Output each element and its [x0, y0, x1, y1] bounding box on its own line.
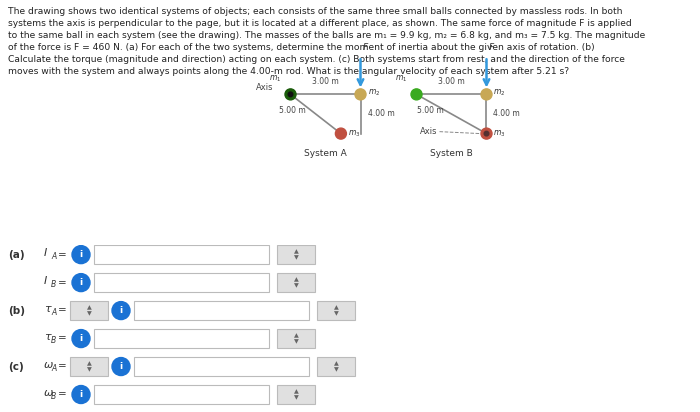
- Text: $m_2$: $m_2$: [494, 87, 506, 98]
- FancyBboxPatch shape: [94, 385, 269, 404]
- Text: ▼: ▼: [293, 283, 298, 288]
- Text: $m_3$: $m_3$: [348, 129, 360, 139]
- Text: =: =: [58, 389, 66, 400]
- Text: (c): (c): [8, 362, 24, 372]
- Text: (b): (b): [8, 306, 25, 316]
- FancyBboxPatch shape: [317, 301, 355, 320]
- Text: 4.00 m: 4.00 m: [368, 110, 394, 119]
- FancyBboxPatch shape: [277, 385, 315, 404]
- FancyBboxPatch shape: [94, 245, 269, 264]
- Circle shape: [355, 89, 366, 100]
- Circle shape: [481, 128, 492, 139]
- Circle shape: [72, 386, 90, 403]
- Text: ▼: ▼: [334, 367, 338, 372]
- FancyBboxPatch shape: [277, 329, 315, 348]
- Text: i: i: [79, 278, 83, 287]
- Text: A: A: [51, 364, 56, 373]
- Text: Axis: Axis: [256, 82, 273, 91]
- Circle shape: [112, 302, 130, 320]
- Circle shape: [72, 330, 90, 348]
- Circle shape: [288, 92, 293, 97]
- Text: =: =: [58, 250, 66, 260]
- Text: ▲: ▲: [293, 333, 298, 338]
- Text: ▲: ▲: [293, 277, 298, 282]
- Text: F: F: [363, 43, 368, 52]
- Text: =: =: [58, 362, 66, 372]
- Text: $m_3$: $m_3$: [494, 129, 506, 139]
- Text: =: =: [58, 306, 66, 316]
- FancyBboxPatch shape: [317, 357, 355, 376]
- Text: ▼: ▼: [293, 339, 298, 344]
- Text: i: i: [120, 306, 122, 315]
- Text: =: =: [58, 334, 66, 344]
- Text: ▼: ▼: [334, 311, 338, 316]
- Text: ω: ω: [44, 360, 53, 370]
- Text: ▲: ▲: [334, 361, 338, 366]
- Text: i: i: [79, 390, 83, 399]
- FancyBboxPatch shape: [134, 357, 309, 376]
- Text: i: i: [79, 250, 83, 259]
- Text: $m_1$: $m_1$: [395, 74, 407, 84]
- Text: ▲: ▲: [334, 305, 338, 310]
- Text: ▼: ▼: [87, 367, 92, 372]
- FancyBboxPatch shape: [94, 273, 269, 292]
- Text: B: B: [51, 280, 56, 289]
- Text: 5.00 m: 5.00 m: [416, 106, 444, 115]
- FancyBboxPatch shape: [134, 301, 309, 320]
- Text: $m_1$: $m_1$: [270, 74, 281, 84]
- Text: ▲: ▲: [87, 305, 92, 310]
- Circle shape: [285, 89, 296, 100]
- Circle shape: [335, 128, 346, 139]
- Text: 3.00 m: 3.00 m: [312, 77, 339, 87]
- Text: $m_2$: $m_2$: [368, 87, 380, 98]
- FancyBboxPatch shape: [70, 357, 108, 376]
- FancyBboxPatch shape: [277, 245, 315, 264]
- Text: System A: System A: [304, 149, 347, 158]
- Text: B: B: [51, 336, 56, 345]
- Text: =: =: [58, 278, 66, 288]
- FancyBboxPatch shape: [94, 329, 269, 348]
- Text: F: F: [489, 43, 493, 52]
- Text: ▼: ▼: [293, 255, 298, 260]
- Text: ω: ω: [44, 388, 53, 398]
- Text: ▼: ▼: [87, 311, 92, 316]
- Text: i: i: [79, 334, 83, 343]
- Text: B: B: [51, 392, 56, 401]
- Text: (a): (a): [8, 250, 25, 260]
- Circle shape: [72, 246, 90, 264]
- Text: ▼: ▼: [293, 395, 298, 400]
- Text: i: i: [120, 362, 122, 371]
- Text: ▲: ▲: [87, 361, 92, 366]
- Text: 5.00 m: 5.00 m: [279, 106, 306, 115]
- Text: I: I: [44, 276, 48, 286]
- Text: 3.00 m: 3.00 m: [438, 77, 465, 87]
- Text: I: I: [44, 248, 48, 258]
- Circle shape: [411, 89, 422, 100]
- Text: ▲: ▲: [293, 389, 298, 394]
- Circle shape: [112, 358, 130, 375]
- FancyBboxPatch shape: [277, 273, 315, 292]
- Text: Axis: Axis: [420, 127, 438, 136]
- FancyBboxPatch shape: [70, 301, 108, 320]
- Text: τ: τ: [44, 304, 50, 314]
- Text: System B: System B: [430, 149, 473, 158]
- Circle shape: [481, 89, 492, 100]
- Text: The drawing shows two identical systems of objects; each consists of the same th: The drawing shows two identical systems …: [8, 7, 645, 76]
- Text: ▲: ▲: [293, 249, 298, 254]
- Circle shape: [484, 131, 489, 136]
- Text: τ: τ: [44, 332, 50, 342]
- Text: A: A: [51, 308, 56, 317]
- Text: A: A: [51, 252, 56, 261]
- Text: 4.00 m: 4.00 m: [494, 110, 520, 119]
- Circle shape: [72, 274, 90, 292]
